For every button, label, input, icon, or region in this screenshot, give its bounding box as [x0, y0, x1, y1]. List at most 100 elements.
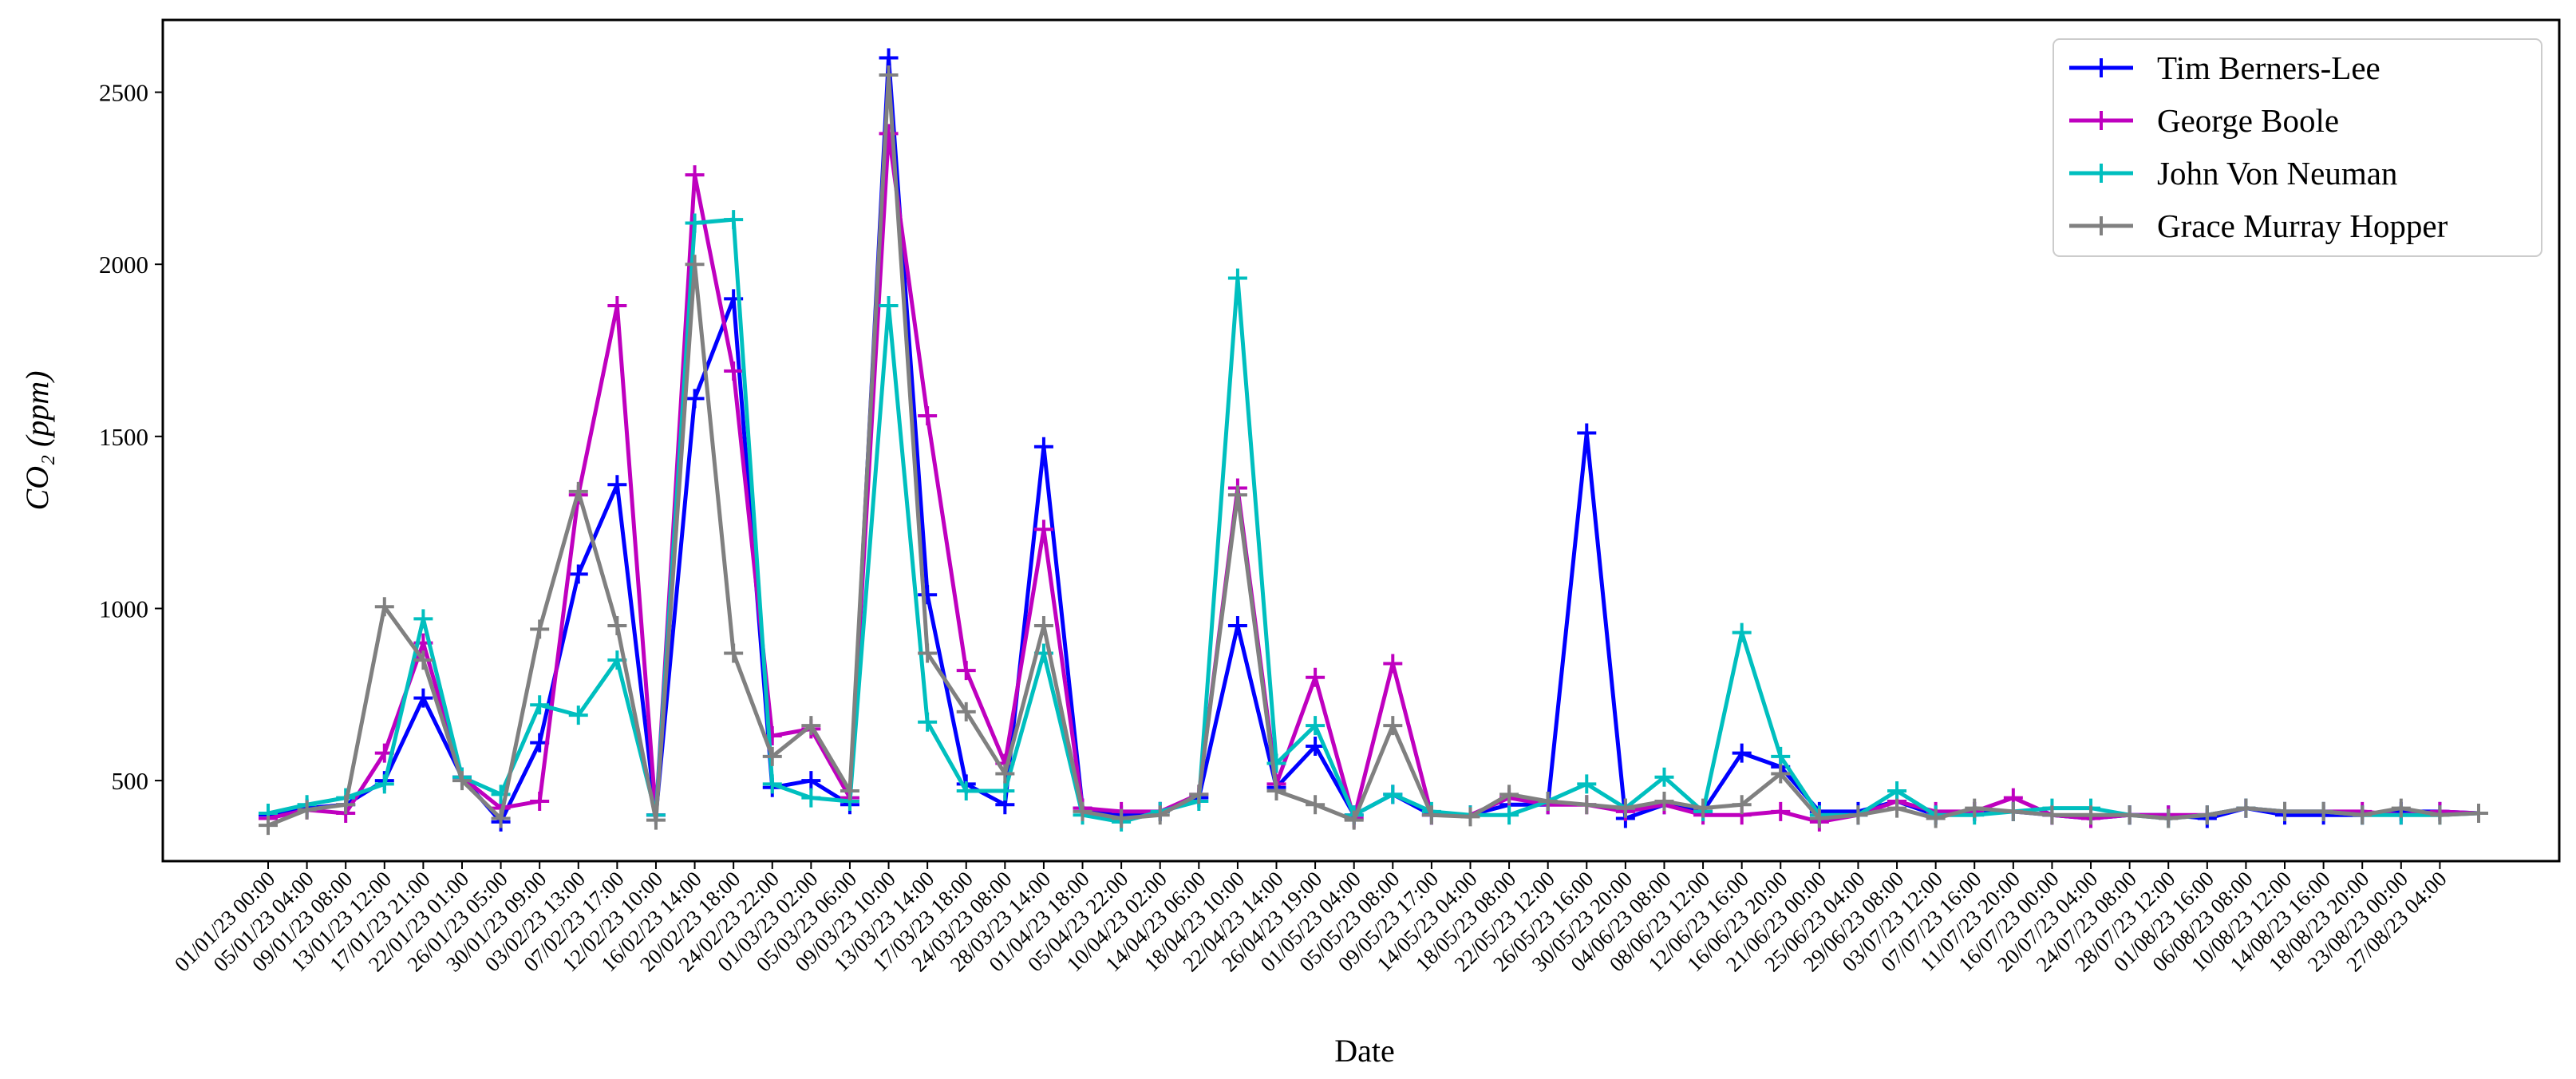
marker [1227, 485, 1247, 505]
y-axis-label: CO₂ (ppm) [19, 371, 55, 511]
marker [530, 695, 550, 715]
marker [1227, 616, 1247, 636]
marker [646, 810, 666, 830]
y-tick-label: 1000 [99, 595, 148, 622]
series-line [267, 73, 2479, 828]
marker [1771, 746, 1791, 766]
marker [1112, 808, 1132, 828]
marker [2120, 805, 2139, 825]
marker [530, 791, 550, 811]
marker [1887, 798, 1907, 818]
marker [801, 716, 821, 736]
marker [1033, 616, 1053, 636]
marker [1926, 808, 1946, 828]
marker [374, 597, 394, 617]
marker [1848, 805, 1868, 825]
marker [1266, 753, 1286, 773]
marker [607, 295, 627, 315]
marker [2159, 808, 2179, 828]
marker [530, 619, 550, 639]
marker [918, 712, 938, 732]
marker [2275, 801, 2295, 821]
marker [840, 781, 859, 801]
marker [685, 165, 705, 185]
marker [1073, 801, 1092, 821]
marker [1654, 791, 1674, 811]
marker [2313, 801, 2333, 821]
marker [259, 816, 278, 836]
marker [1227, 268, 1247, 288]
marker [1189, 785, 1209, 804]
marker [1306, 667, 1326, 687]
marker [1732, 622, 1752, 642]
marker [2003, 801, 2023, 821]
series-line [267, 217, 2479, 824]
legend-box [2053, 38, 2542, 257]
marker [1306, 716, 1326, 736]
marker [1654, 767, 1674, 787]
marker [801, 771, 821, 791]
marker [762, 774, 782, 794]
legend-marker [2092, 216, 2111, 235]
legend-marker [2092, 111, 2111, 130]
marker [1306, 795, 1326, 815]
marker [1499, 805, 1519, 825]
marker [568, 706, 588, 725]
marker [413, 650, 433, 670]
marker [724, 361, 744, 381]
marker [1809, 808, 1829, 828]
marker [1538, 791, 1558, 811]
legend-label: George Boole [2157, 102, 2339, 139]
marker [568, 481, 588, 501]
marker [1033, 520, 1053, 540]
marker [1887, 781, 1907, 801]
marker [1577, 795, 1597, 815]
marker [413, 609, 433, 629]
marker [685, 213, 705, 233]
marker [1965, 798, 1985, 818]
legend: Tim Berners-Lee George Boole John Von Neum… [2053, 38, 2542, 257]
legend-marker [2092, 164, 2111, 183]
marker [1421, 805, 1441, 825]
marker [956, 781, 976, 801]
marker [724, 210, 744, 230]
marker [413, 688, 433, 708]
marker [1732, 795, 1752, 815]
marker [607, 616, 627, 636]
marker [1693, 798, 1713, 818]
marker [2353, 805, 2373, 825]
marker [956, 702, 976, 721]
marker [995, 764, 1015, 784]
marker [1150, 805, 1170, 825]
marker [2430, 805, 2450, 825]
marker [762, 746, 782, 766]
marker [607, 475, 627, 495]
marker [956, 661, 976, 681]
marker [685, 389, 705, 409]
marker [2391, 798, 2411, 818]
marker [1344, 810, 1364, 830]
legend-marker [2092, 58, 2111, 77]
marker [1383, 654, 1403, 674]
marker [491, 808, 511, 828]
marker [374, 774, 394, 794]
marker [879, 65, 899, 85]
marker [879, 48, 899, 68]
marker [918, 585, 938, 605]
marker [2469, 804, 2488, 824]
marker [1615, 798, 1635, 818]
marker [879, 124, 899, 144]
marker [1306, 736, 1326, 756]
marker [1499, 785, 1519, 804]
marker [568, 564, 588, 584]
y-tick-label: 1500 [99, 423, 148, 451]
marker [2081, 805, 2101, 825]
marker [1577, 774, 1597, 794]
marker [879, 295, 899, 315]
marker [1771, 801, 1791, 821]
marker [1460, 807, 1480, 827]
marker [1033, 437, 1053, 457]
marker [297, 800, 317, 820]
marker [1266, 781, 1286, 801]
